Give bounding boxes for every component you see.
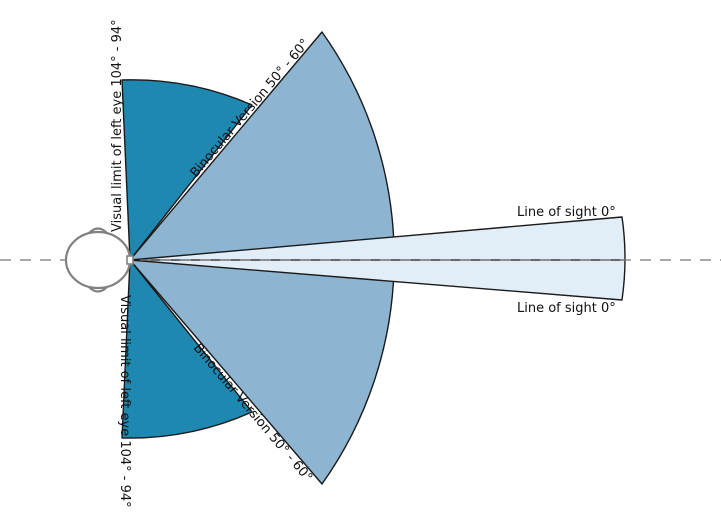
visual-limit-label-top: Visual limit of left eye 104° - 94° (110, 19, 125, 232)
head-icon (64, 227, 134, 293)
line-of-sight-label-bottom: Line of sight 0° (517, 301, 616, 316)
visual-limit-sector-top (121, 79, 253, 261)
line-of-sight-wedge (129, 216, 626, 301)
visual-limit-sector-bottom (121, 259, 253, 439)
line-of-sight-label-top: Line of sight 0° (517, 205, 616, 220)
visual-limit-label-bottom: Visual limit of left eye 104° - 94° (117, 295, 132, 508)
